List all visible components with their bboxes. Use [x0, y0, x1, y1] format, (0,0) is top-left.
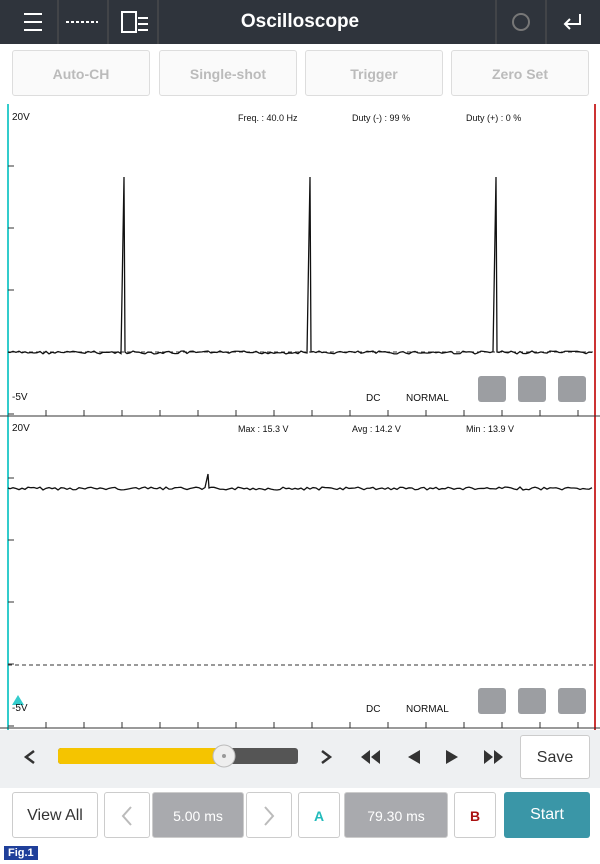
ch2-coupling: DC [366, 704, 381, 715]
view-all-button[interactable]: View All [12, 792, 98, 838]
panel-button [558, 688, 586, 714]
ch1-measure: Freq. : 40.0 Hz [238, 113, 298, 123]
top-icons [24, 0, 581, 44]
next-button[interactable] [246, 792, 292, 838]
auto-ch-button[interactable]: Auto-CH [12, 50, 150, 96]
ch2-measure: Min : 13.9 V [466, 424, 515, 434]
ch1-measure: Duty (-) : 99 % [352, 113, 411, 123]
cursor-b-button[interactable]: B [454, 792, 496, 838]
ch1-mode: NORMAL [406, 393, 449, 404]
playback-controls[interactable] [0, 730, 510, 788]
zero-set-button[interactable]: Zero Set [451, 50, 589, 96]
start-button[interactable]: Start [504, 792, 590, 838]
scope-area [0, 104, 600, 730]
panel-button [478, 376, 506, 402]
ch1-measure: Duty (+) : 0 % [466, 113, 522, 123]
panel-button [518, 376, 546, 402]
trace [7, 473, 593, 491]
trigger-button[interactable]: Trigger [305, 50, 443, 96]
ch1-coupling: DC [366, 393, 381, 404]
cursor-a-button[interactable]: A [298, 792, 340, 838]
top-bar: Oscilloscope [0, 0, 600, 44]
save-button[interactable]: Save [520, 735, 590, 779]
ch2-measure: Max : 15.3 V [238, 424, 289, 434]
ch1-bottom-label: -5V [12, 392, 28, 403]
prev-button[interactable] [104, 792, 150, 838]
control-bar: Save [0, 730, 600, 788]
figure-label: Fig.1 [4, 846, 38, 860]
time-div: 5.00 ms [152, 792, 244, 838]
icon [121, 806, 132, 826]
ch1-top-label: 20V [12, 112, 30, 123]
trace [7, 176, 593, 355]
ch2-bottom-label: -5V [12, 703, 28, 714]
single-shot-button[interactable]: Single-shot [159, 50, 297, 96]
ch2-measure: Avg : 14.2 V [352, 424, 401, 434]
panel-button [558, 376, 586, 402]
ch2-top-label: 20V [12, 423, 30, 434]
panel-button [478, 688, 506, 714]
cursor-time: 79.30 ms [344, 792, 448, 838]
ch2-mode: NORMAL [406, 704, 449, 715]
icon [264, 806, 275, 826]
title: Oscilloscope [240, 11, 360, 32]
panel-button [518, 688, 546, 714]
